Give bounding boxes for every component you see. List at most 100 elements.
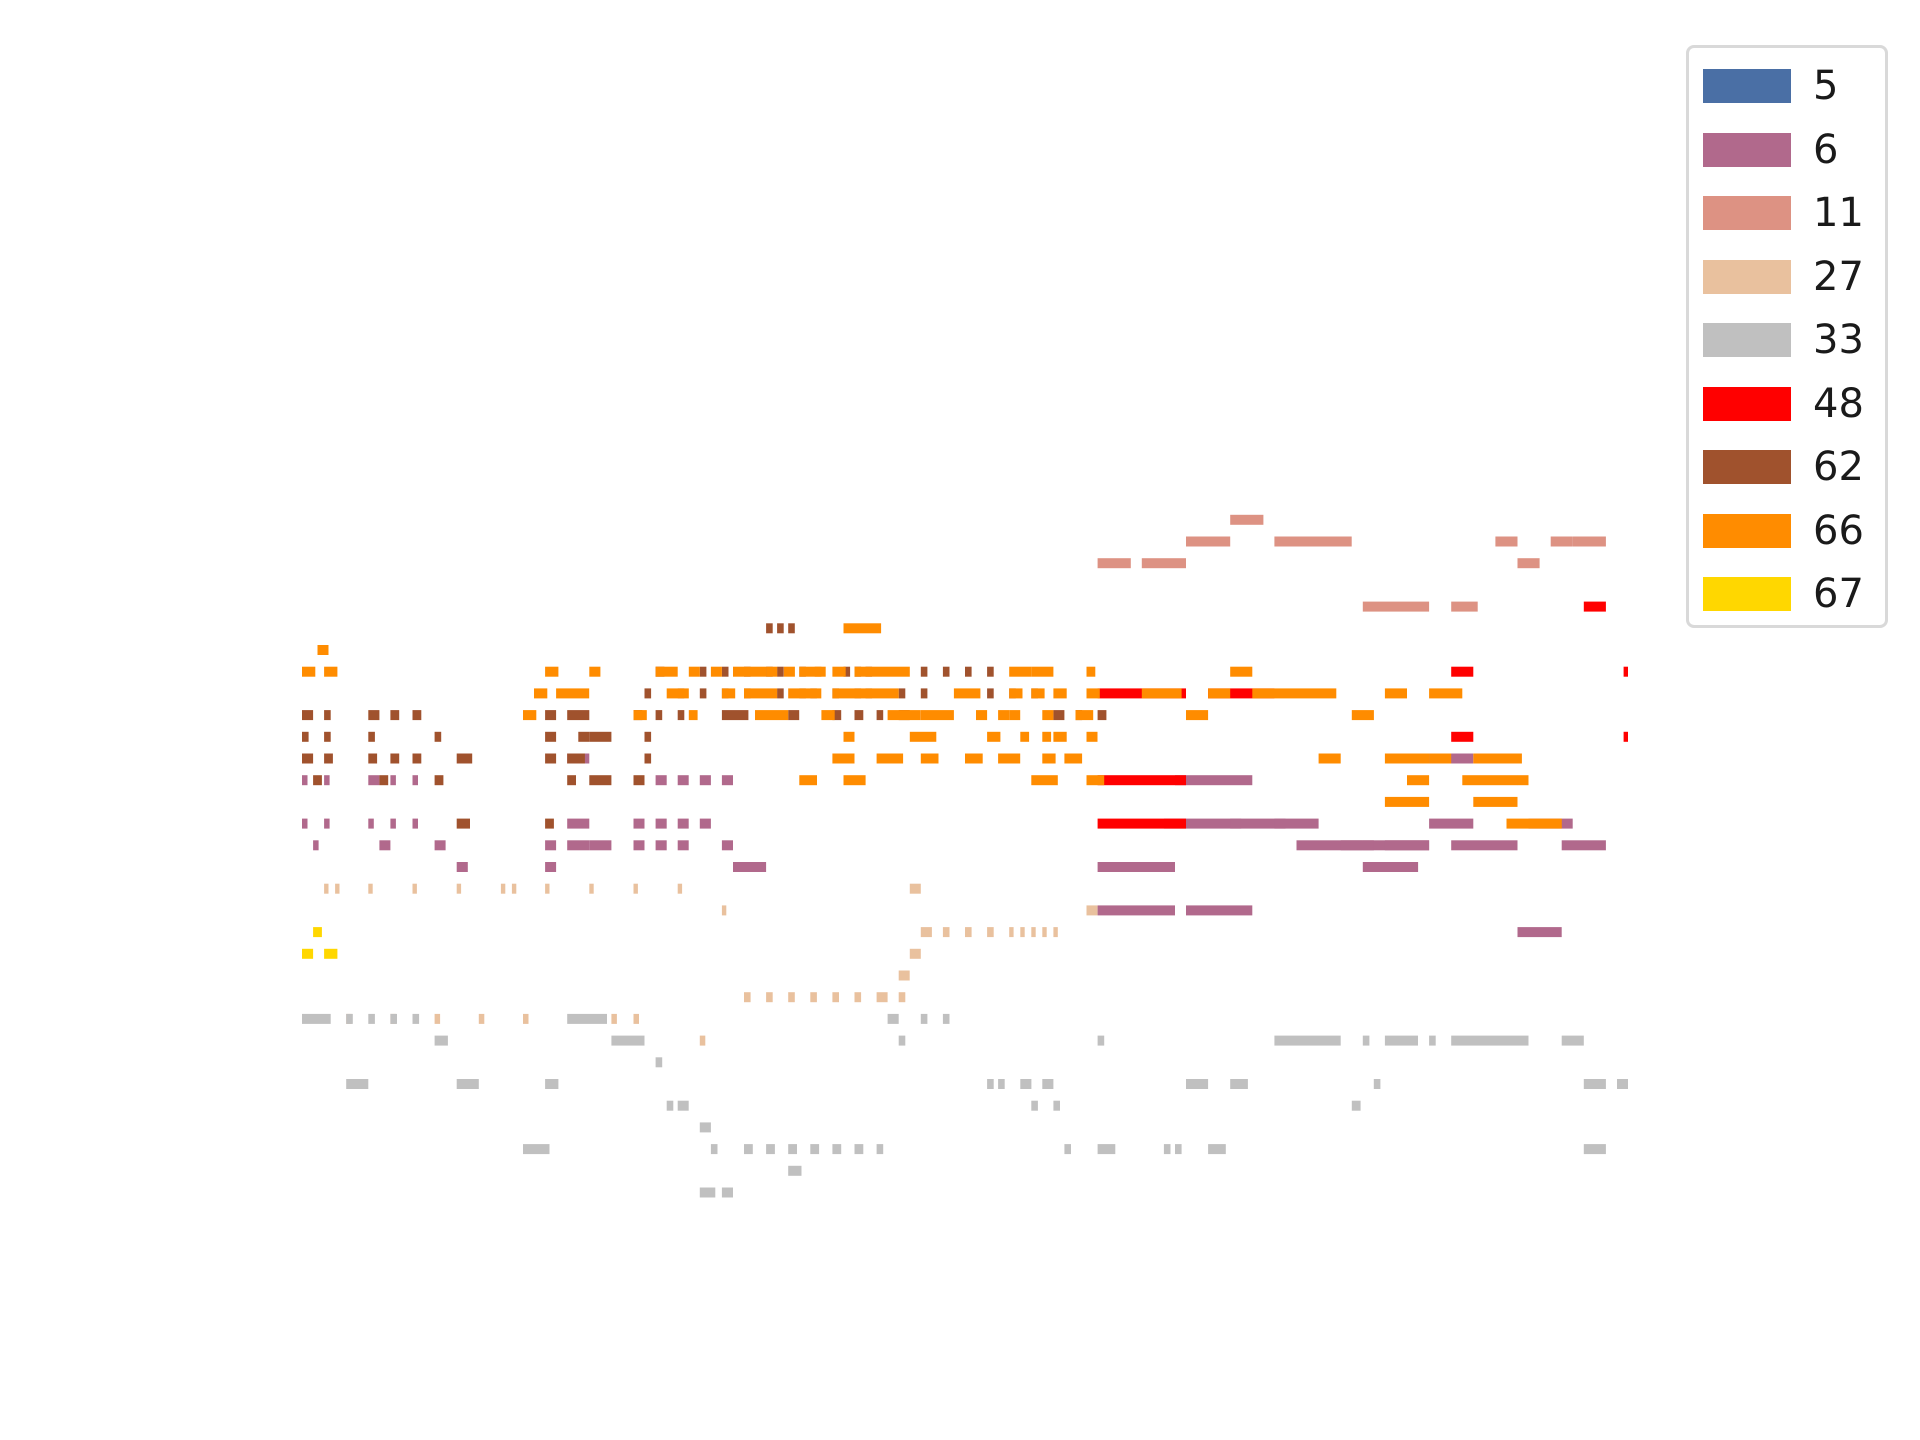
note-33-15 bbox=[1384, 1035, 1418, 1046]
note-66-59 bbox=[1086, 731, 1098, 742]
note-62-1 bbox=[777, 623, 784, 634]
note-66-68 bbox=[1384, 753, 1407, 764]
legend-label-62: 62 bbox=[1813, 444, 1864, 490]
note-66-26 bbox=[744, 688, 778, 699]
legend-item-27: 27 bbox=[1703, 257, 1883, 297]
note-33-2 bbox=[368, 1013, 375, 1024]
note-27-24 bbox=[898, 970, 910, 981]
note-33-19 bbox=[655, 1057, 663, 1068]
note-27-3 bbox=[412, 883, 417, 894]
note-66-73 bbox=[799, 775, 817, 786]
note-11-8 bbox=[1572, 536, 1606, 547]
note-27-11 bbox=[909, 883, 921, 894]
note-66-60 bbox=[832, 753, 855, 764]
note-48-4 bbox=[1451, 666, 1474, 677]
note-33-47 bbox=[1064, 1144, 1071, 1155]
note-6-8 bbox=[699, 775, 711, 786]
note-66-0 bbox=[317, 645, 329, 655]
note-66-33 bbox=[1086, 688, 1100, 699]
note-33-7 bbox=[920, 1013, 928, 1024]
note-27-35 bbox=[434, 1013, 441, 1024]
note-27-23 bbox=[909, 948, 921, 959]
note-33-13 bbox=[1274, 1035, 1341, 1046]
note-33-51 bbox=[1208, 1144, 1226, 1155]
note-66-8 bbox=[733, 666, 744, 677]
note-62-68 bbox=[644, 753, 652, 764]
note-6-50 bbox=[1186, 905, 1253, 916]
note-33-54 bbox=[788, 1165, 802, 1176]
note-66-23 bbox=[556, 688, 590, 699]
note-33-35 bbox=[1053, 1100, 1060, 1111]
note-66-3 bbox=[545, 666, 559, 677]
legend-item-5: 5 bbox=[1703, 66, 1883, 106]
note-62-5 bbox=[721, 666, 729, 677]
note-66-74 bbox=[843, 775, 866, 786]
note-62-65 bbox=[456, 753, 473, 764]
note-62-54 bbox=[368, 731, 375, 742]
note-66-70 bbox=[1429, 753, 1452, 764]
note-66-56 bbox=[1020, 731, 1030, 742]
note-62-28 bbox=[898, 688, 906, 699]
legend-label-5: 5 bbox=[1813, 63, 1839, 109]
note-27-17 bbox=[987, 927, 994, 938]
note-11-5 bbox=[1495, 536, 1518, 547]
note-6-38 bbox=[1175, 775, 1253, 786]
note-27-25 bbox=[744, 992, 751, 1003]
note-6-46 bbox=[1384, 840, 1430, 851]
note-62-70 bbox=[379, 775, 389, 786]
note-27-29 bbox=[832, 992, 839, 1003]
note-66-32 bbox=[1053, 688, 1067, 699]
note-66-36 bbox=[1252, 688, 1337, 699]
note-66-47 bbox=[998, 710, 1010, 721]
note-27-0 bbox=[324, 883, 329, 894]
note-66-9 bbox=[744, 666, 767, 677]
note-62-39 bbox=[567, 710, 590, 721]
note-66-14 bbox=[832, 666, 846, 677]
note-66-6 bbox=[688, 666, 700, 677]
note-33-42 bbox=[788, 1144, 797, 1155]
note-27-4 bbox=[456, 883, 462, 894]
note-62-71 bbox=[434, 775, 444, 786]
note-66-16 bbox=[1009, 666, 1032, 677]
note-27-39 bbox=[633, 1013, 639, 1024]
plot-area bbox=[302, 514, 1628, 1198]
note-27-12 bbox=[721, 905, 727, 916]
note-62-62 bbox=[368, 753, 378, 764]
note-66-12 bbox=[799, 666, 822, 677]
note-6-23 bbox=[545, 840, 557, 851]
note-33-41 bbox=[766, 1144, 775, 1155]
note-6-4 bbox=[412, 775, 418, 786]
note-6-34 bbox=[1362, 862, 1419, 872]
note-27-9 bbox=[633, 883, 638, 894]
note-66-37 bbox=[1384, 688, 1407, 699]
note-6-7 bbox=[677, 775, 689, 786]
note-27-10 bbox=[677, 883, 683, 894]
note-66-40 bbox=[633, 710, 647, 721]
legend-swatch-67 bbox=[1703, 577, 1791, 611]
note-33-38 bbox=[523, 1144, 550, 1155]
note-62-67 bbox=[567, 753, 585, 764]
note-27-2 bbox=[368, 883, 373, 894]
note-62-36 bbox=[390, 710, 400, 721]
note-6-16 bbox=[633, 818, 645, 829]
note-6-0 bbox=[302, 775, 308, 786]
note-66-5 bbox=[655, 666, 678, 677]
note-48-7 bbox=[1623, 731, 1628, 742]
note-66-77 bbox=[1407, 775, 1430, 786]
note-62-37 bbox=[412, 710, 422, 721]
note-6-18 bbox=[677, 818, 689, 829]
note-66-64 bbox=[998, 753, 1021, 764]
note-66-53 bbox=[843, 731, 855, 742]
note-33-21 bbox=[456, 1079, 479, 1089]
note-66-58 bbox=[1053, 731, 1067, 742]
note-6-29 bbox=[721, 840, 733, 851]
note-27-1 bbox=[335, 883, 340, 894]
note-33-30 bbox=[1583, 1079, 1606, 1089]
note-27-8 bbox=[589, 883, 594, 894]
note-66-28 bbox=[832, 688, 899, 699]
legend-swatch-6 bbox=[1703, 132, 1791, 167]
note-33-28 bbox=[1230, 1079, 1248, 1089]
note-48-1 bbox=[1208, 688, 1275, 699]
note-62-45 bbox=[832, 710, 842, 721]
note-48-3 bbox=[1097, 818, 1186, 829]
